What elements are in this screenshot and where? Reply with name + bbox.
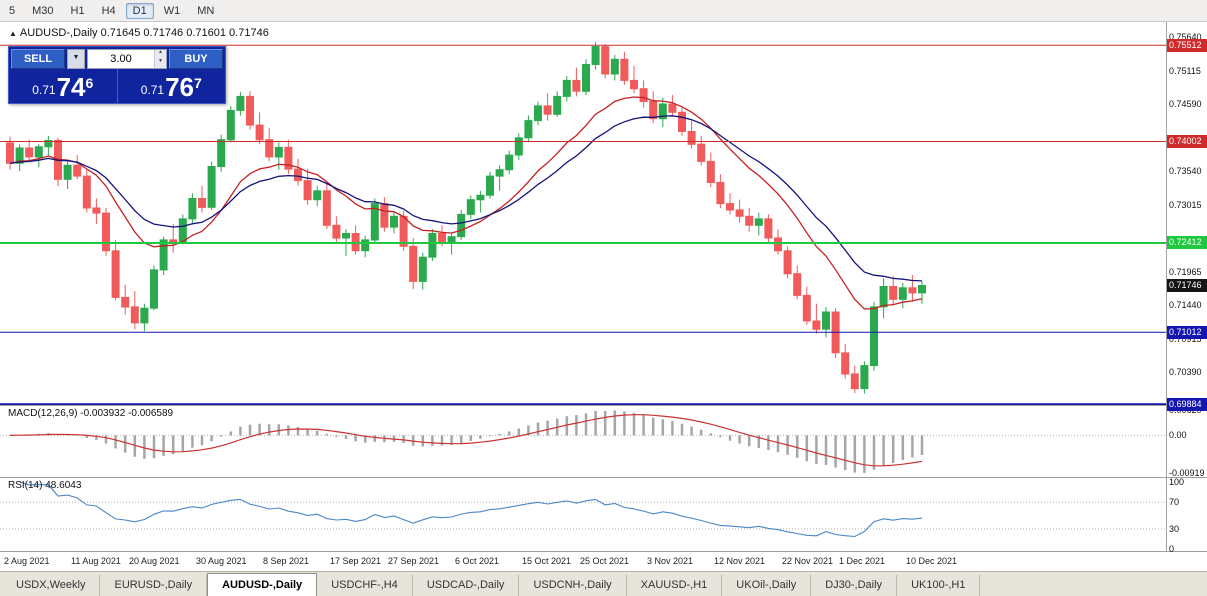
chart-tab-ukoil-daily[interactable]: UKOil-,Daily — [722, 575, 812, 596]
chart-tab-uk100-h1[interactable]: UK100-,H1 — [897, 575, 981, 596]
buy-price-big: 76 — [165, 72, 194, 102]
date-axis-label: 25 Oct 2021 — [580, 556, 630, 566]
volume-dropdown-button[interactable]: ▼ — [67, 49, 85, 69]
timeframe-toolbar: 5 M30 H1 H4 D1 W1 MN — [0, 0, 1207, 22]
chart-window: ▲ AUDUSD-,Daily 0.71645 0.71746 0.71601 0… — [0, 22, 1207, 571]
date-axis: 2 Aug 2021 11 Aug 2021 20 Aug 2021 30 Aug 2… — [0, 553, 1166, 570]
date-axis-label: 27 Sep 2021 — [388, 556, 440, 566]
chart-tab-xauusd-h1[interactable]: XAUUSD-,H1 — [627, 575, 723, 596]
buy-price-display[interactable]: 0.71 76 7 — [118, 69, 226, 103]
price-axis-label: 0.71440 — [1169, 300, 1202, 310]
date-axis-label: 6 Oct 2021 — [455, 556, 500, 566]
chart-tab-audusd-daily[interactable]: AUDUSD-,Daily — [207, 573, 318, 596]
sell-price-pip: 6 — [85, 75, 94, 91]
price-level-tag[interactable]: 0.71746 — [1167, 279, 1207, 292]
price-axis-label: 0.73540 — [1169, 166, 1202, 176]
sell-button[interactable]: SELL — [11, 49, 65, 69]
macd-axis-label: 0.00 — [1169, 430, 1187, 440]
price-axis-label: 0.70390 — [1169, 367, 1202, 377]
price-chart-canvas[interactable] — [0, 22, 1207, 571]
price-axis-label: 0.75115 — [1169, 66, 1201, 76]
rsi-value: 48.6043 — [45, 480, 82, 491]
price-level-tag[interactable]: 0.71012 — [1167, 326, 1207, 339]
date-axis-label: 17 Sep 2021 — [330, 556, 382, 566]
chart-tab-usdchf-h4[interactable]: USDCHF-,H4 — [317, 575, 413, 596]
timeframe-button-h1[interactable]: H1 — [70, 4, 85, 17]
chevron-down-icon: ▼ — [72, 54, 80, 61]
macd-values: -0.003932 -0.006589 — [80, 408, 174, 419]
stepper-down-icon: ▼ — [155, 59, 166, 68]
price-level-tag[interactable]: 0.74002 — [1167, 135, 1207, 148]
price-axis: 0.75640 0.75115 0.74590 0.73540 0.73015 0.719… — [1167, 22, 1207, 571]
chart-tab-usdx-weekly[interactable]: USDX,Weekly — [2, 575, 101, 596]
date-axis-label: 20 Aug 2021 — [129, 556, 180, 566]
timeframe-button-mn[interactable]: MN — [197, 4, 215, 17]
timeframe-button-d1[interactable]: D1 — [125, 2, 154, 19]
price-axis-label: 0.73015 — [1169, 200, 1202, 210]
symbol-tabbar: USDX,Weekly EURUSD-,Daily AUDUSD-,Daily USD… — [0, 571, 1207, 596]
volume-input[interactable] — [88, 50, 154, 68]
chart-tab-usdcad-daily[interactable]: USDCAD-,Daily — [413, 575, 520, 596]
chart-tab-eurusd-daily[interactable]: EURUSD-,Daily — [100, 575, 208, 596]
chart-title: ▲ AUDUSD-,Daily 0.71645 0.71746 0.71601 0… — [9, 27, 269, 39]
sell-price-prefix: 0.71 — [32, 83, 56, 97]
buy-price-pip: 7 — [193, 75, 202, 91]
price-axis-label: 0.70915 — [1169, 334, 1202, 344]
rsi-axis-label: 30 — [1169, 524, 1180, 534]
timeframe-button-h4[interactable]: H4 — [101, 4, 116, 17]
timeframe-button-5[interactable]: 5 — [9, 4, 16, 17]
rsi-name: RSI(14) — [8, 480, 43, 491]
stepper-up-icon: ▲ — [155, 50, 166, 59]
rsi-axis-label: 0 — [1169, 544, 1175, 554]
timeframe-button-m30[interactable]: M30 — [32, 4, 54, 17]
chart-title-text: AUDUSD-,Daily 0.71645 0.71746 0.71601 0.… — [19, 27, 269, 39]
price-level-tag[interactable]: 0.75512 — [1167, 39, 1207, 52]
collapse-icon: ▲ — [9, 29, 17, 38]
macd-name: MACD(12,26,9) — [8, 408, 78, 419]
rsi-indicator-label: RSI(14) 48.6043 — [8, 480, 81, 491]
date-axis-label: 22 Nov 2021 — [782, 556, 834, 566]
date-axis-label: 30 Aug 2021 — [196, 556, 247, 566]
chart-tab-dj30-daily[interactable]: DJ30-,Daily — [811, 575, 898, 596]
date-axis-label: 1 Dec 2021 — [839, 556, 886, 566]
price-level-tag[interactable]: 0.72412 — [1167, 236, 1207, 249]
price-axis-label: 0.71965 — [1169, 267, 1202, 277]
timeframe-button-w1[interactable]: W1 — [163, 4, 181, 17]
sell-price-big: 74 — [56, 72, 86, 102]
macd-indicator-label: MACD(12,26,9) -0.003932 -0.006589 — [8, 408, 173, 419]
price-axis-label: 0.74590 — [1169, 99, 1202, 109]
volume-stepper[interactable]: ▲ ▼ — [154, 50, 166, 68]
one-click-trade-panel: SELL ▼ ▲ ▼ BUY 0.71 74 6 0.7 — [8, 46, 226, 104]
sell-price-display[interactable]: 0.71 74 6 — [9, 69, 118, 103]
macd-axis-label: -0.00919 — [1169, 468, 1205, 478]
buy-button[interactable]: BUY — [169, 49, 223, 69]
chart-tab-usdcnh-daily[interactable]: USDCNH-,Daily — [519, 575, 627, 596]
date-axis-label: 2 Aug 2021 — [4, 556, 50, 566]
date-axis-label: 12 Nov 2021 — [714, 556, 766, 566]
price-level-tag[interactable]: 0.69884 — [1167, 398, 1207, 411]
date-axis-label: 10 Dec 2021 — [906, 556, 958, 566]
date-axis-label: 8 Sep 2021 — [263, 556, 310, 566]
buy-price-prefix: 0.71 — [140, 83, 165, 97]
date-axis-label: 11 Aug 2021 — [71, 556, 121, 566]
rsi-axis-label: 100 — [1169, 477, 1185, 487]
price-axis-label: 0.75640 — [1169, 32, 1202, 42]
date-axis-label: 3 Nov 2021 — [647, 556, 694, 566]
rsi-axis-label: 70 — [1169, 497, 1180, 507]
date-axis-label: 15 Oct 2021 — [522, 556, 572, 566]
